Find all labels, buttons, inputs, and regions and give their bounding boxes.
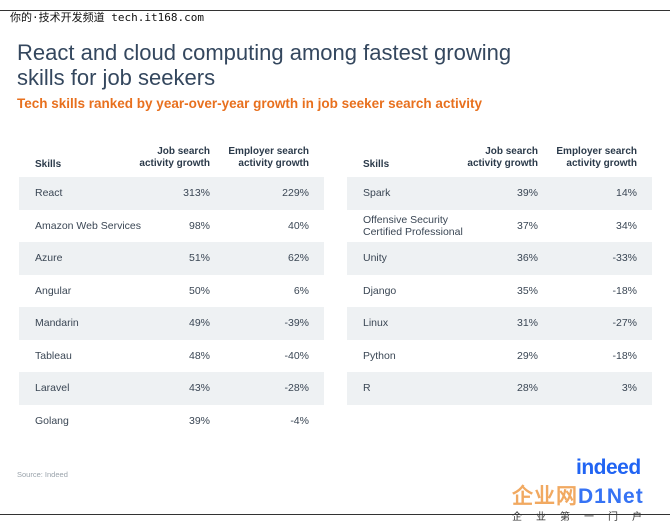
skill-name: Mandarin bbox=[35, 317, 79, 330]
table-header: Skills Job search activity growth Employ… bbox=[347, 140, 652, 176]
header-employer-search: Employer search activity growth bbox=[228, 146, 309, 169]
header-employer-search: Employer search activity growth bbox=[556, 146, 637, 169]
job-search-growth: 31% bbox=[516, 317, 538, 330]
employer-search-growth: 34% bbox=[615, 219, 637, 232]
table-row: R 28% 3% bbox=[347, 372, 652, 405]
job-search-growth: 49% bbox=[188, 317, 210, 330]
skill-name: Azure bbox=[35, 252, 63, 265]
header-job-search: Job search activity growth bbox=[139, 146, 210, 169]
skill-name: Linux bbox=[363, 317, 389, 330]
header-job-search: Job search activity growth bbox=[467, 146, 538, 169]
table-row: Mandarin 49% -39% bbox=[19, 307, 324, 340]
job-search-growth: 98% bbox=[188, 219, 210, 232]
skills-table-right: Skills Job search activity growth Employ… bbox=[347, 140, 652, 405]
bottom-watermark-bar bbox=[0, 514, 670, 515]
skill-name: Django bbox=[363, 284, 397, 297]
job-search-growth: 43% bbox=[188, 382, 210, 395]
skill-name: Unity bbox=[363, 252, 387, 265]
job-search-growth: 51% bbox=[188, 252, 210, 265]
table-row: Angular 50% 6% bbox=[19, 275, 324, 308]
watermark-brand: D1Net bbox=[578, 485, 644, 508]
skill-name: Offensive Security Certified Professiona… bbox=[363, 213, 463, 238]
skill-name: Laravel bbox=[35, 382, 70, 395]
employer-search-growth: 14% bbox=[615, 187, 637, 200]
employer-search-growth: -28% bbox=[284, 382, 309, 395]
job-search-growth: 35% bbox=[516, 284, 538, 297]
header-skills: Skills bbox=[363, 159, 390, 170]
table-row: Laravel 43% -28% bbox=[19, 372, 324, 405]
skill-name: R bbox=[363, 382, 371, 395]
table-row: Amazon Web Services 98% 40% bbox=[19, 210, 324, 243]
table-row: Tableau 48% -40% bbox=[19, 340, 324, 373]
job-search-growth: 37% bbox=[516, 219, 538, 232]
skill-name: Tableau bbox=[35, 349, 72, 362]
job-search-growth: 28% bbox=[516, 382, 538, 395]
table-row: Azure 51% 62% bbox=[19, 242, 324, 275]
employer-search-growth: -18% bbox=[612, 284, 637, 297]
employer-search-growth: -4% bbox=[290, 414, 309, 427]
table-row: Django 35% -18% bbox=[347, 275, 652, 308]
table-row: Linux 31% -27% bbox=[347, 307, 652, 340]
employer-search-growth: -33% bbox=[612, 252, 637, 265]
table-row: Unity 36% -33% bbox=[347, 242, 652, 275]
watermark-cn: 企业网 bbox=[512, 485, 578, 508]
employer-search-growth: -40% bbox=[284, 349, 309, 362]
employer-search-growth: 229% bbox=[282, 187, 309, 200]
header-skills: Skills bbox=[35, 159, 62, 170]
title-line-1: React and cloud computing among fastest … bbox=[17, 40, 512, 65]
skill-name: Python bbox=[363, 349, 396, 362]
job-search-growth: 29% bbox=[516, 349, 538, 362]
job-search-growth: 48% bbox=[188, 349, 210, 362]
employer-search-growth: 3% bbox=[621, 382, 637, 395]
skill-name: Amazon Web Services bbox=[35, 219, 142, 232]
table-row: Python 29% -18% bbox=[347, 340, 652, 373]
employer-search-growth: -27% bbox=[612, 317, 637, 330]
skill-name: Angular bbox=[35, 284, 72, 297]
table-header: Skills Job search activity growth Employ… bbox=[19, 140, 324, 176]
table-row: React 313% 229% bbox=[19, 177, 324, 210]
table-row: Offensive Security Certified Professiona… bbox=[347, 210, 652, 243]
employer-search-growth: -18% bbox=[612, 349, 637, 362]
table-row: Spark 39% 14% bbox=[347, 177, 652, 210]
table-row: Golang 39% -4% bbox=[19, 405, 324, 438]
skills-table-left: Skills Job search activity growth Employ… bbox=[19, 140, 324, 437]
skill-name: Spark bbox=[363, 187, 391, 200]
page-title: React and cloud computing among fastest … bbox=[17, 40, 577, 90]
employer-search-growth: 62% bbox=[287, 252, 309, 265]
bottom-watermark-logo: 企业网D1Net bbox=[512, 480, 644, 510]
page-subtitle: Tech skills ranked by year-over-year gro… bbox=[17, 96, 482, 111]
job-search-growth: 39% bbox=[188, 414, 210, 427]
employer-search-growth: -39% bbox=[284, 317, 309, 330]
job-search-growth: 313% bbox=[183, 187, 210, 200]
top-watermark-bar bbox=[0, 0, 670, 11]
top-watermark-text: 你的·技术开发频道 tech.it168.com bbox=[10, 11, 204, 24]
job-search-growth: 36% bbox=[516, 252, 538, 265]
employer-search-growth: 6% bbox=[293, 284, 309, 297]
skill-name: React bbox=[35, 187, 63, 200]
job-search-growth: 50% bbox=[188, 284, 210, 297]
table-body: React 313% 229% Amazon Web Services 98% 40% Az… bbox=[19, 177, 324, 437]
employer-search-growth: 40% bbox=[287, 219, 309, 232]
bottom-watermark-tagline: 企业第一门户 bbox=[512, 512, 656, 523]
title-line-2: skills for job seekers bbox=[17, 65, 216, 90]
source-note: Source: Indeed bbox=[17, 470, 68, 479]
skill-name: Golang bbox=[35, 414, 69, 427]
indeed-logo: indeed bbox=[576, 456, 641, 479]
table-body: Spark 39% 14% Offensive Security Certified … bbox=[347, 177, 652, 405]
job-search-growth: 39% bbox=[516, 187, 538, 200]
